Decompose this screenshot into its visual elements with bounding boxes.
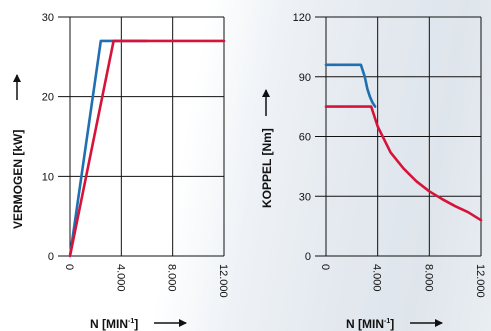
power-series (68, 39, 226, 258)
torque-x-tick-label: 4.000 (371, 264, 383, 292)
torque-x-ticks: 0 4.000 8.000 12.000 (319, 264, 486, 298)
torque-y-tick-label: 120 (293, 12, 311, 24)
power-series-blue-line (68, 39, 149, 258)
torque-y-tick-label: 60 (299, 132, 311, 144)
power-y-tick-label: 30 (42, 12, 54, 24)
power-y-ticks: 0 10 20 30 (42, 12, 54, 263)
torque-series-blue-line (324, 63, 377, 108)
torque-x-tick-label: 8.000 (422, 264, 434, 292)
torque-y-tick-label: 90 (299, 72, 311, 84)
torque-y-axis-title: KOPPEL [Nm] (260, 128, 274, 208)
power-series-red-line (68, 39, 226, 258)
power-x-ticks: 0 4.000 8.000 12.000 (63, 264, 229, 298)
torque-series-red-line (324, 105, 483, 222)
torque-y-tick-label: 30 (299, 191, 311, 203)
torque-x-tick-label: 0 (319, 264, 331, 270)
power-y-tick-label: 0 (48, 251, 54, 263)
power-y-axis-title: VERMOGEN [kW] (11, 130, 25, 229)
power-x-tick-label: 0 (63, 264, 75, 270)
torque-y-ticks: 0 30 60 90 120 (293, 12, 311, 263)
power-x-axis-title: N [MIN-1] (90, 317, 138, 331)
torque-y-tick-label: 0 (305, 251, 311, 263)
torque-grid (315, 16, 482, 257)
power-x-tick-label: 8.000 (166, 264, 178, 292)
power-grid (58, 16, 225, 257)
power-y-tick-label: 10 (42, 171, 54, 183)
power-x-tick-label: 4.000 (114, 264, 126, 292)
power-x-tick-label: 12.000 (217, 264, 229, 298)
torque-chart: 0 30 60 90 120 0 4.000 8.000 12.000 KOPPEL [Nm]… (260, 12, 486, 331)
torque-x-tick-label: 12.000 (474, 264, 486, 298)
torque-series (324, 63, 483, 222)
power-y-tick-label: 20 (42, 92, 54, 104)
torque-x-axis-title: N [MIN-1] (346, 317, 394, 331)
